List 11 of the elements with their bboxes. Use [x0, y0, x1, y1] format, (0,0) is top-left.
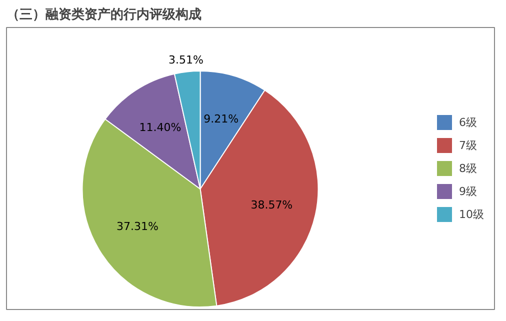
data-label: 37.31% — [116, 220, 158, 233]
legend-label: 6级 — [459, 114, 478, 130]
data-label: 3.51% — [168, 53, 204, 66]
legend-label: 7级 — [459, 138, 478, 152]
legend-label: 10级 — [459, 206, 484, 222]
chart-title: （三）融资类资产的行内评级构成 — [6, 6, 202, 22]
data-label: 11.40% — [139, 121, 182, 134]
legend-label: 8级 — [459, 160, 478, 176]
data-label: 38.57% — [250, 198, 293, 212]
legend-label: 9级 — [459, 184, 478, 198]
data-label: 9.21% — [204, 112, 239, 126]
